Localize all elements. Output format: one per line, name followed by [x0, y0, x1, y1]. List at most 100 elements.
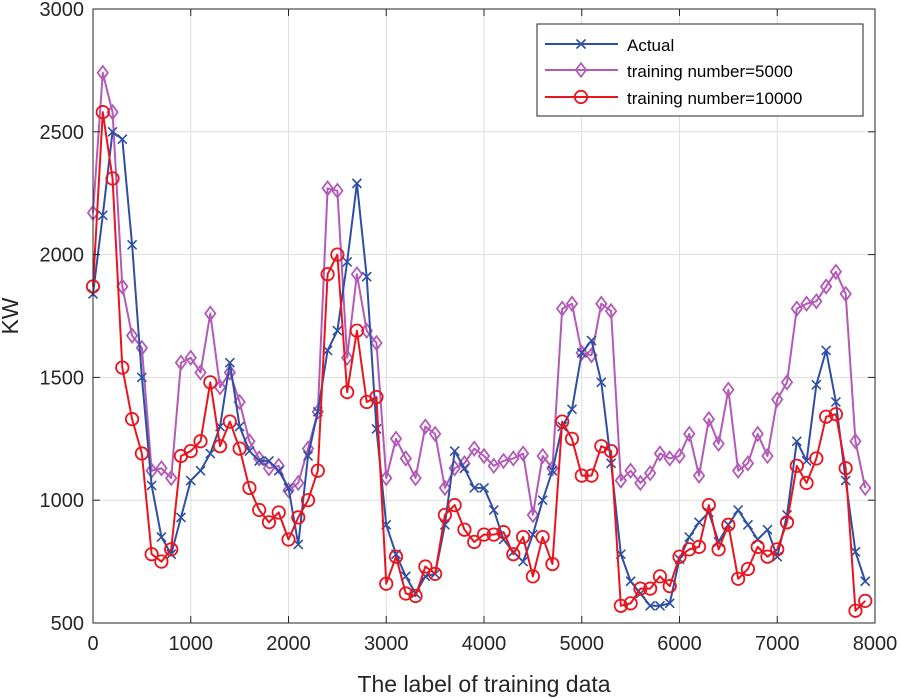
data-point — [263, 455, 275, 466]
data-point — [125, 412, 140, 427]
x-tick-label: 7000 — [755, 633, 800, 655]
data-point — [692, 467, 706, 484]
data-point — [662, 579, 677, 594]
data-point — [135, 339, 149, 357]
data-point — [469, 482, 480, 493]
data-point — [194, 364, 207, 381]
y-tick-label: 3000 — [40, 0, 85, 21]
data-point — [752, 534, 763, 545]
data-point — [146, 480, 157, 491]
data-point — [399, 450, 413, 467]
data-point — [361, 271, 372, 282]
data-point — [780, 374, 794, 391]
data-point — [565, 295, 579, 313]
x-tick-label: 6000 — [657, 633, 702, 655]
data-point — [751, 425, 764, 443]
data-point — [701, 498, 716, 513]
data-point — [156, 531, 167, 543]
data-point — [467, 534, 482, 550]
data-point — [614, 472, 628, 489]
data-point — [791, 436, 802, 447]
data-point — [302, 450, 314, 462]
data-point — [117, 134, 128, 145]
data-point — [537, 495, 548, 506]
data-point — [536, 447, 549, 465]
data-point — [408, 588, 423, 604]
data-point — [858, 593, 873, 608]
data-point — [330, 247, 345, 262]
series-line — [92, 71, 867, 516]
data-point — [731, 571, 746, 586]
data-point — [613, 598, 628, 613]
data-point — [252, 502, 267, 518]
data-point — [741, 455, 755, 472]
data-point — [781, 509, 793, 521]
data-point — [555, 414, 570, 429]
data-point — [300, 493, 316, 508]
data-point — [507, 450, 520, 467]
data-point — [155, 459, 168, 477]
data-point — [625, 576, 636, 587]
data-point — [604, 302, 618, 320]
data-point — [449, 446, 460, 457]
data-point — [555, 300, 569, 317]
data-point — [254, 455, 265, 466]
data-point — [760, 549, 775, 564]
data-point — [203, 375, 218, 390]
data-point — [380, 469, 393, 487]
data-point — [478, 482, 490, 493]
data-point — [222, 414, 237, 429]
data-point — [292, 474, 305, 492]
data-point — [457, 522, 472, 537]
x-tick-label: 0 — [87, 633, 98, 655]
data-point — [224, 357, 235, 368]
legend-label-training-5000: training number=5000 — [627, 62, 793, 81]
data-point — [261, 515, 277, 530]
data-point — [340, 385, 355, 400]
data-point — [654, 600, 666, 611]
data-point — [545, 556, 560, 572]
data-point — [800, 295, 813, 313]
data-point — [184, 349, 197, 367]
data-point — [564, 431, 580, 446]
data-point — [624, 462, 637, 480]
data-point — [369, 389, 384, 405]
y-tick-label: 2000 — [40, 245, 85, 267]
data-point — [652, 569, 668, 584]
data-point — [770, 542, 785, 557]
data-point — [721, 517, 736, 532]
data-point — [693, 517, 705, 528]
y-tick-label: 1000 — [40, 490, 85, 512]
data-point — [468, 440, 481, 457]
legend-label-training-10000: training number=10000 — [627, 89, 802, 108]
data-point — [419, 418, 432, 435]
data-point — [497, 452, 510, 470]
data-point — [518, 556, 529, 567]
data-point — [496, 525, 511, 540]
data-point — [166, 549, 177, 560]
data-point — [762, 524, 773, 535]
data-point — [291, 510, 306, 525]
data-point — [691, 539, 707, 554]
data-point — [185, 475, 196, 486]
data-point — [574, 468, 589, 483]
data-point — [205, 448, 216, 459]
x-tick-label: 8000 — [853, 633, 898, 655]
data-point — [398, 586, 413, 601]
data-point — [672, 549, 687, 564]
data-point — [779, 515, 795, 530]
data-point — [821, 345, 832, 356]
data-point — [750, 539, 765, 554]
data-point — [830, 396, 841, 408]
data-point — [232, 441, 247, 456]
data-point — [321, 179, 334, 197]
data-point — [204, 305, 217, 322]
data-point — [262, 459, 276, 477]
data-point — [809, 451, 824, 466]
data-point — [428, 425, 442, 443]
legend-marker — [574, 61, 588, 79]
legend-label-actual: Actual — [627, 36, 674, 55]
x-tick-label: 5000 — [560, 633, 605, 655]
data-point — [487, 457, 500, 475]
